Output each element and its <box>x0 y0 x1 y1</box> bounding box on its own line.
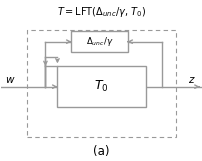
Bar <box>27 30 175 137</box>
Text: $w$: $w$ <box>5 75 16 85</box>
Text: (a): (a) <box>93 145 109 158</box>
Bar <box>71 31 127 52</box>
Text: $T_0$: $T_0$ <box>94 79 108 94</box>
Bar <box>57 66 145 107</box>
Text: $T = \mathrm{LFT}(\Delta_{unc}/\gamma,\, T_0)$: $T = \mathrm{LFT}(\Delta_{unc}/\gamma,\,… <box>57 5 145 19</box>
Text: $\Delta_{unc}/\gamma$: $\Delta_{unc}/\gamma$ <box>85 35 113 48</box>
Text: $z$: $z$ <box>187 75 195 85</box>
